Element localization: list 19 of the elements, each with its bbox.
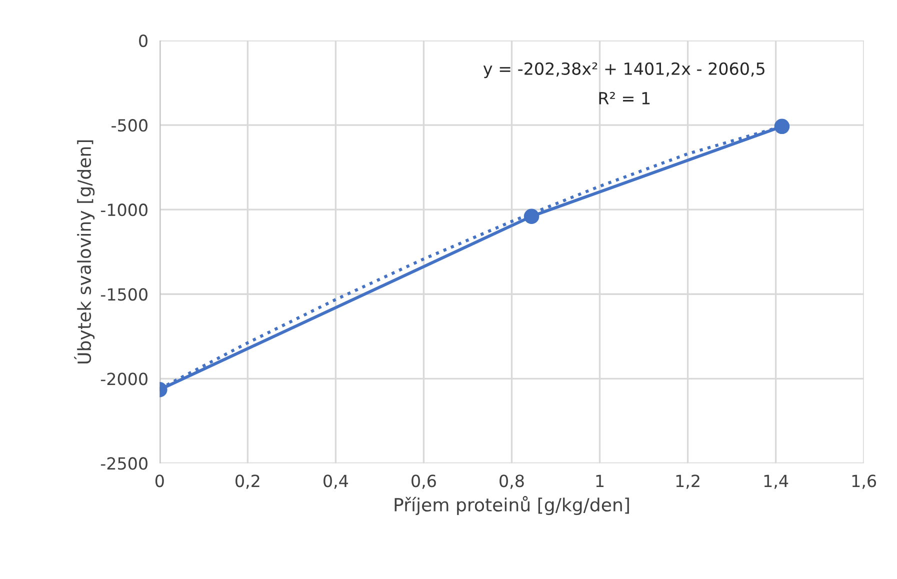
y-tick-label: -2500 bbox=[100, 457, 148, 470]
x-tick-label: 0,2 bbox=[236, 474, 260, 489]
annotation: R² = 1 bbox=[599, 92, 650, 104]
x-axis-title: Příjem proteinů [g/kg/den] bbox=[394, 496, 629, 516]
y-axis-title: Úbytek svaloviny [g/den] bbox=[74, 140, 95, 364]
x-tick-label: 0,4 bbox=[324, 474, 348, 489]
x-tick-label: 1 bbox=[596, 474, 604, 487]
x-tick-label: 1,2 bbox=[676, 474, 700, 489]
y-tick-label: -2000 bbox=[100, 372, 148, 386]
x-tick-label: 0,8 bbox=[500, 474, 524, 489]
y-tick-label: -1000 bbox=[100, 204, 148, 216]
x-tick-label: 0 bbox=[155, 474, 164, 488]
y-tick-label: 0 bbox=[139, 34, 148, 48]
annotation: y = -202,38x² + 1401,2x - 2060,5 bbox=[483, 62, 764, 78]
y-tick-label: -500 bbox=[112, 119, 148, 132]
x-tick-label: 1,6 bbox=[852, 474, 876, 489]
x-tick-label: 0,6 bbox=[412, 474, 436, 489]
x-tick-label: 1,4 bbox=[764, 474, 788, 489]
y-tick-label: -1500 bbox=[100, 288, 148, 301]
